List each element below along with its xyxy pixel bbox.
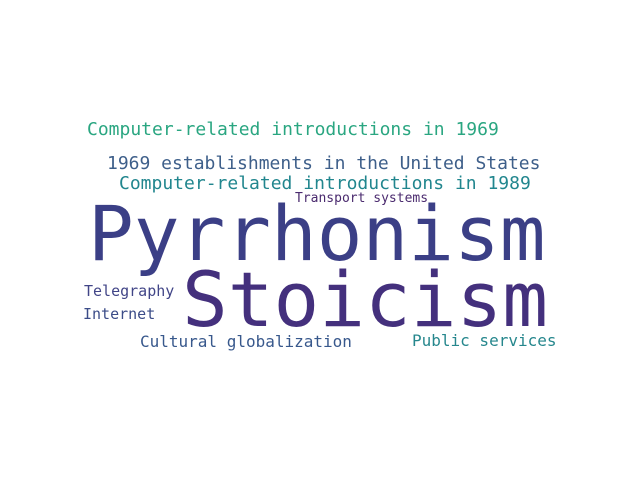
word-computer-related-introductions-1989: Computer-related introductions in 1989 [119,173,531,194]
word-stoicism: Stoicism [182,255,549,344]
word-transport-systems: Transport systems [295,191,429,206]
word-cultural-globalization: Cultural globalization [140,332,352,351]
word-public-services: Public services [412,331,557,350]
word-pyrrhonism: Pyrrhonism [88,189,546,278]
word-telegraphy: Telegraphy [84,282,175,300]
word-1969-establishments-united-states: 1969 establishments in the United States [107,153,541,174]
word-internet: Internet [83,305,156,323]
word-computer-related-introductions-1969: Computer-related introductions in 1969 [87,119,499,140]
